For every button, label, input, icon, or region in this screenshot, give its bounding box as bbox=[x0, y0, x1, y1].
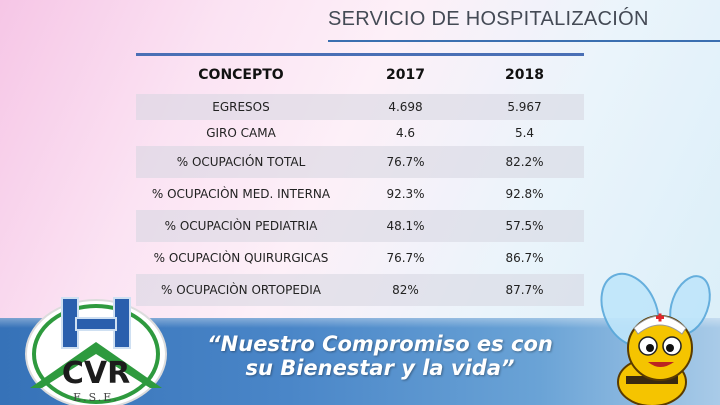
cell-2017: 4.6 bbox=[395, 126, 416, 140]
cap-cross-v bbox=[658, 313, 662, 322]
cell-2017: 76.7% bbox=[346, 146, 465, 178]
cell-2017: 92.3% bbox=[386, 187, 425, 201]
slogan: “Nuestro Compromiso es con su Bienestar … bbox=[200, 332, 560, 380]
bee-smile bbox=[648, 362, 674, 367]
row-label: % OCUPACIÒN PEDIATRIA bbox=[136, 210, 346, 242]
bee-pupil-right bbox=[666, 344, 674, 352]
header-2017: 2017 bbox=[386, 67, 425, 83]
logo-ring bbox=[32, 304, 160, 404]
row-label: EGRESOS bbox=[136, 94, 346, 120]
table-row: % OCUPACIÒN ORTOPEDIA 82% 87.7% bbox=[136, 274, 584, 306]
cell-2017: 48.1% bbox=[346, 210, 465, 242]
bee-mascot-icon bbox=[600, 272, 711, 405]
table-row: % OCUPACIÓN TOTAL 76.7% 82.2% bbox=[136, 146, 584, 178]
row-label: % OCUPACIÒN QUIRURGICAS bbox=[153, 251, 329, 265]
row-label: % OCUPACIÒN ORTOPEDIA bbox=[136, 274, 346, 306]
slogan-line-1: “Nuestro Compromiso es con bbox=[207, 332, 553, 356]
bee-nurse-cap bbox=[633, 315, 687, 335]
header-concepto: CONCEPTO bbox=[198, 67, 284, 83]
cell-2018: 57.5% bbox=[465, 210, 584, 242]
title-underline bbox=[328, 40, 720, 42]
row-label: GIRO CAMA bbox=[206, 126, 276, 140]
cell-2018: 92.8% bbox=[505, 187, 544, 201]
slogan-line-2: su Bienestar y la vida” bbox=[245, 356, 515, 380]
header-2018: 2018 bbox=[505, 67, 544, 83]
table-top-rule bbox=[136, 53, 584, 56]
logo-h-icon bbox=[61, 297, 131, 349]
logo-roof bbox=[30, 342, 162, 388]
table-row: EGRESOS 4.698 5.967 bbox=[136, 94, 584, 120]
cell-2018: 5.967 bbox=[465, 94, 584, 120]
cell-2018: 86.7% bbox=[505, 251, 544, 265]
page-title: SERVICIO DE HOSPITALIZACIÓN bbox=[328, 8, 649, 30]
statistics-table: CONCEPTO 2017 2018 EGRESOS 4.698 5.967 G… bbox=[136, 56, 584, 306]
cell-2017: 82% bbox=[346, 274, 465, 306]
row-label: % OCUPACIÓN TOTAL bbox=[136, 146, 346, 178]
table-row: % OCUPACIÒN MED. INTERNA 92.3% 92.8% bbox=[136, 178, 584, 210]
table-header-row: CONCEPTO 2017 2018 bbox=[136, 56, 584, 94]
table-row: GIRO CAMA 4.6 5.4 bbox=[136, 120, 584, 146]
cell-2017: 76.7% bbox=[386, 251, 425, 265]
logo-text: CVR bbox=[62, 356, 130, 391]
logo-subtext: E.S.E. bbox=[73, 391, 119, 404]
row-label: % OCUPACIÒN MED. INTERNA bbox=[151, 187, 331, 201]
cell-2018: 87.7% bbox=[465, 274, 584, 306]
table-row: % OCUPACIÒN PEDIATRIA 48.1% 57.5% bbox=[136, 210, 584, 242]
table-row: % OCUPACIÒN QUIRURGICAS 76.7% 86.7% bbox=[136, 242, 584, 274]
slogan-band-highlight bbox=[0, 318, 720, 328]
cell-2018: 82.2% bbox=[465, 146, 584, 178]
hospital-logo: CVR E.S.E. bbox=[25, 297, 167, 405]
bee-pupil-left bbox=[646, 344, 654, 352]
cell-2017: 4.698 bbox=[346, 94, 465, 120]
cell-2018: 5.4 bbox=[514, 126, 535, 140]
